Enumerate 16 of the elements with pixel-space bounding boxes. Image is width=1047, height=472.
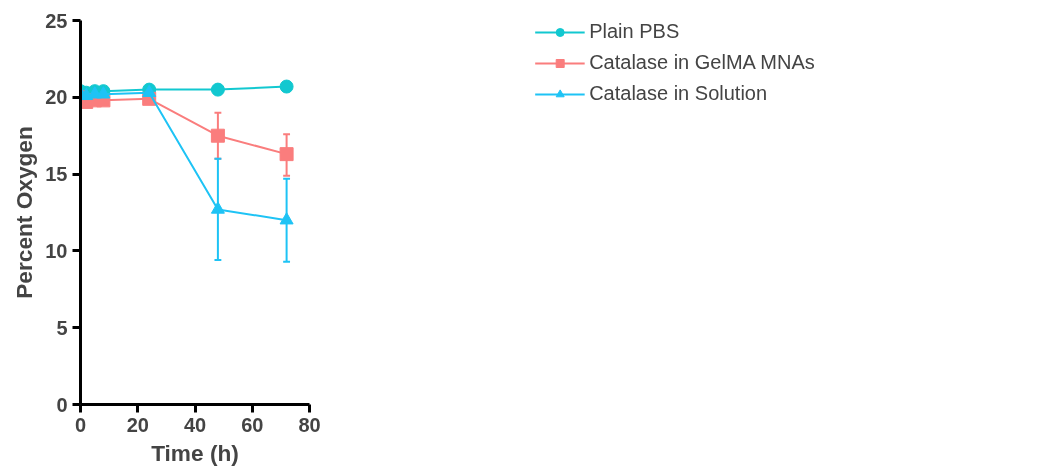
x-tick-label: 0 [74, 413, 87, 436]
legend-label: Catalase in Solution [589, 82, 768, 105]
y-tick-label: 0 [56, 393, 68, 416]
x-tick-label: 20 [126, 413, 149, 436]
x-tick-label: 60 [241, 413, 264, 436]
x-tick-label: 40 [183, 413, 207, 436]
legend-label: Plain PBS [589, 20, 680, 43]
y-axis-title: Percent Oxygen [11, 126, 38, 299]
y-tick-label: 5 [56, 316, 68, 339]
legend-label: Catalase in GelMA MNAs [589, 51, 815, 74]
x-tick-label: 80 [298, 413, 321, 436]
x-axis-title: Time (h) [151, 439, 239, 466]
y-tick-label: 25 [45, 9, 68, 32]
y-tick-label: 10 [45, 239, 68, 262]
y-tick-label: 15 [45, 163, 68, 186]
y-tick-label: 20 [45, 86, 68, 109]
